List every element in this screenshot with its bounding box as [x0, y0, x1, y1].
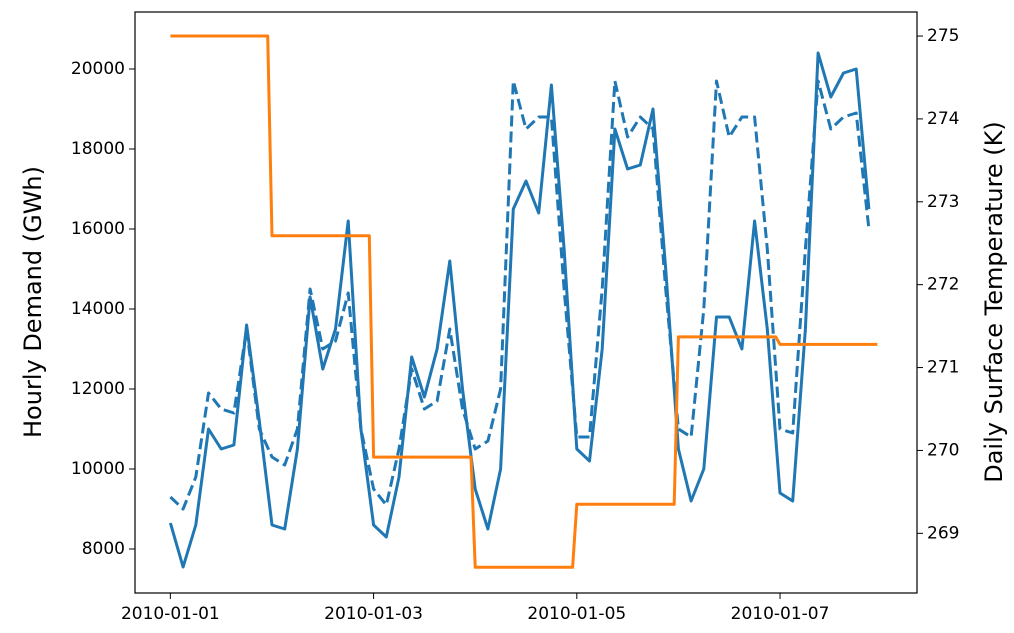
- y2-tick-label: 274: [927, 109, 959, 129]
- y2-tick-label: 273: [927, 192, 959, 212]
- y2-tick-label: 275: [927, 26, 959, 46]
- y2-tick-label: 270: [927, 440, 959, 460]
- y2-tick-label: 269: [927, 523, 959, 543]
- x-tick-label: 2010-01-07: [731, 604, 830, 624]
- series-line: [169, 79, 871, 511]
- y-tick-label: 12000: [71, 379, 125, 399]
- y2-tick-label: 272: [927, 275, 959, 295]
- y2-tick-label: 271: [927, 358, 959, 378]
- plot-frame: [134, 11, 918, 594]
- x-tick-label: 2010-01-05: [527, 604, 626, 624]
- y-tick-label: 18000: [71, 139, 125, 159]
- series-line: [170, 34, 878, 569]
- series-line: [168, 51, 871, 569]
- y-tick-label: 14000: [71, 299, 125, 319]
- y2-axis-label: Daily Surface Temperature (K): [980, 121, 1008, 483]
- y-tick-label: 16000: [71, 219, 125, 239]
- x-tick-label: 2010-01-01: [121, 604, 220, 624]
- y-tick-label: 20000: [71, 59, 125, 79]
- x-tick-label: 2010-01-03: [324, 604, 423, 624]
- y-axis-label: Hourly Demand (GWh): [19, 166, 47, 438]
- y-tick-label: 8000: [82, 539, 125, 559]
- y-tick-label: 10000: [71, 459, 125, 479]
